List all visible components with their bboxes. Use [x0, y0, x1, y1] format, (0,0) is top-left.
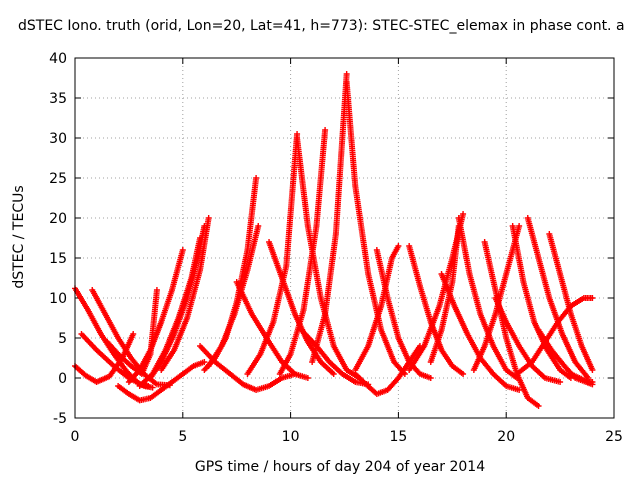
y-tick-label: 40	[49, 51, 67, 67]
data-point	[516, 223, 523, 229]
series-arc-25	[406, 243, 467, 377]
data-point	[427, 375, 434, 381]
data-point	[330, 371, 337, 377]
y-tick-label: 25	[49, 171, 67, 187]
series-arc-19	[309, 71, 350, 365]
x-tick-label: 10	[282, 429, 300, 445]
x-tick-label: 25	[605, 429, 623, 445]
y-tick-label: 10	[49, 291, 67, 307]
data-point	[253, 175, 260, 181]
data-point	[201, 359, 208, 365]
series-arc-11	[201, 175, 260, 373]
x-tick-label: 5	[178, 429, 187, 445]
series-arc-38	[567, 371, 596, 385]
series-arc-29	[438, 271, 523, 393]
series-arc-18	[276, 127, 329, 377]
series-arc-06	[115, 359, 208, 404]
series-arc-33	[524, 215, 592, 381]
x-tick-label: 15	[389, 429, 407, 445]
series-arc-21	[298, 327, 372, 388]
series-arc-04	[72, 331, 137, 385]
data-point	[304, 375, 311, 381]
y-axis-label: dSTEC / TECUs	[11, 185, 27, 288]
data-point	[460, 371, 467, 377]
x-axis-label: GPS time / hours of day 204 of year 2014	[195, 459, 485, 475]
series-arc-30	[481, 239, 542, 409]
series-arc-20	[343, 79, 408, 377]
series-arc-12	[197, 343, 298, 393]
x-tick-label: 20	[497, 429, 515, 445]
data-point	[589, 295, 596, 301]
series-arc-16	[244, 131, 301, 377]
plot-frame	[74, 57, 615, 419]
series-arc-37	[492, 295, 564, 385]
series-arc-02	[89, 287, 173, 389]
y-tick-label: -5	[53, 411, 67, 427]
series-arc-13	[205, 223, 262, 369]
data-point	[130, 331, 137, 337]
y-tick-label: 5	[58, 331, 67, 347]
y-tick-label: 0	[58, 371, 67, 387]
y-tick-label: 30	[49, 131, 67, 147]
series-arc-23	[352, 243, 402, 373]
series-arc-34	[546, 231, 596, 373]
series-arc-09	[147, 223, 208, 381]
data-point	[460, 211, 467, 217]
series-arc-24	[373, 247, 434, 381]
x-tick-label: 0	[71, 429, 80, 445]
y-tick-label: 20	[49, 211, 67, 227]
data-point	[153, 287, 160, 293]
series-arc-07	[125, 247, 186, 385]
y-tick-label: 35	[49, 91, 67, 107]
data-point	[557, 379, 564, 385]
data-point	[589, 379, 596, 385]
chart-title: dSTEC Iono. truth (orid, Lon=20, Lat=41,…	[18, 18, 625, 34]
data-point	[589, 367, 596, 373]
points-layer	[72, 71, 596, 409]
data-point	[395, 243, 402, 249]
y-tick-label: 15	[49, 251, 67, 267]
data-point	[535, 403, 542, 409]
data-point	[343, 71, 350, 77]
series-arc-32	[509, 223, 574, 381]
series-arc-10	[158, 215, 212, 373]
data-point	[179, 247, 186, 253]
data-point	[255, 223, 262, 229]
data-point	[322, 127, 329, 133]
data-point	[149, 384, 156, 391]
data-point	[205, 215, 212, 221]
